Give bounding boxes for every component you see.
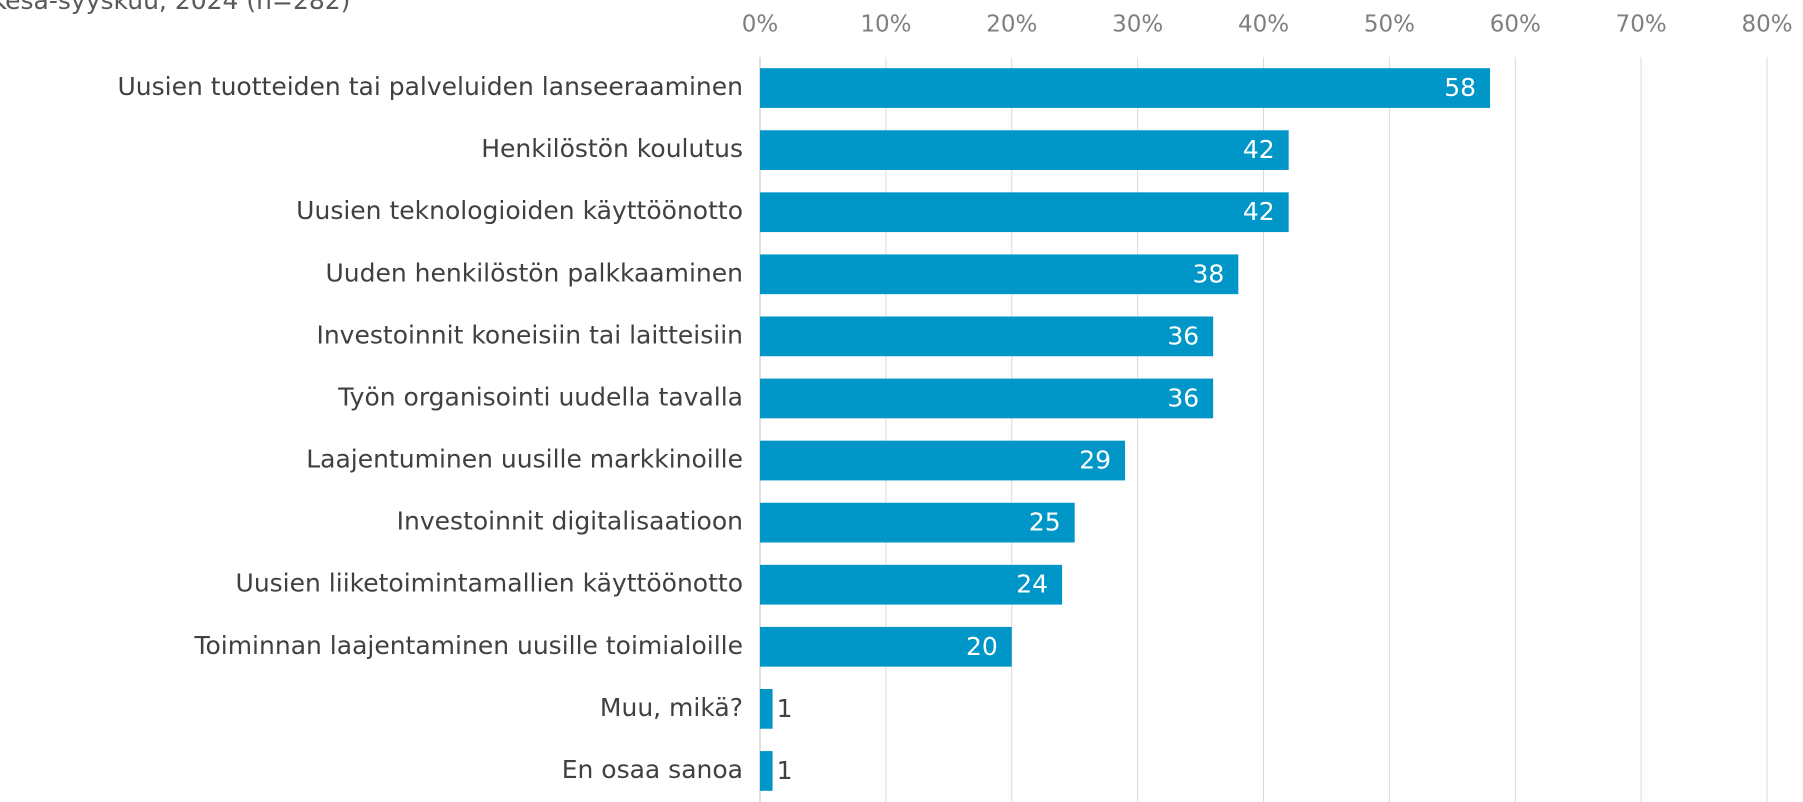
y-tick-label: Muu, mikä? <box>600 693 743 722</box>
bar <box>760 689 773 729</box>
y-tick-label: Uusien liiketoimintamallien käyttöönotto <box>236 569 743 598</box>
data-label: 25 <box>1029 508 1061 537</box>
x-tick-label: 20% <box>986 12 1037 38</box>
bar <box>760 192 1289 233</box>
data-label: 1 <box>777 756 793 785</box>
y-tick-label: Laajentuminen uusille markkinoille <box>306 445 743 474</box>
y-tick-label: Investoinnit koneisiin tai laitteisiin <box>316 320 743 349</box>
y-tick-label: Työn organisointi uudella tavalla <box>337 382 743 411</box>
x-tick-label: 0% <box>742 12 779 38</box>
x-tick-label: 40% <box>1238 12 1289 38</box>
data-label: 36 <box>1167 383 1199 412</box>
chart-subtitle: Kesä-syyskuu, 2024 (n=282) <box>0 0 350 15</box>
y-tick-label: Uusien tuotteiden tai palveluiden lansee… <box>118 72 744 101</box>
bar <box>760 68 1491 108</box>
bar <box>760 502 1075 543</box>
x-tick-label: 80% <box>1741 12 1792 38</box>
data-label: 20 <box>966 632 998 661</box>
data-label: 36 <box>1167 321 1199 350</box>
x-tick-label: 10% <box>860 12 911 38</box>
bar <box>760 316 1214 357</box>
bar <box>760 130 1289 170</box>
y-tick-label: Henkilöstön koulutus <box>481 134 743 163</box>
data-label: 42 <box>1243 135 1275 164</box>
bar <box>760 626 1012 667</box>
data-label: 58 <box>1444 73 1476 102</box>
bar <box>760 440 1126 481</box>
bar <box>760 751 773 791</box>
data-label: 38 <box>1193 259 1225 288</box>
data-label: 29 <box>1079 446 1111 475</box>
y-tick-label: Toiminnan laajentaminen uusille toimialo… <box>193 631 743 660</box>
y-tick-label: Uuden henkilöstön palkkaaminen <box>326 258 744 287</box>
bar <box>760 378 1214 419</box>
bar <box>760 254 1239 295</box>
y-tick-label: En osaa sanoa <box>562 755 743 784</box>
x-tick-label: 70% <box>1616 12 1667 38</box>
data-label: 1 <box>777 694 793 723</box>
bar <box>760 564 1063 605</box>
data-label: 24 <box>1016 570 1048 599</box>
x-tick-label: 50% <box>1364 12 1415 38</box>
y-tick-label: Investoinnit digitalisaatioon <box>397 507 743 536</box>
x-tick-label: 60% <box>1490 12 1541 38</box>
y-tick-label: Uusien teknologioiden käyttöönotto <box>296 196 743 225</box>
x-tick-label: 30% <box>1112 12 1163 38</box>
data-label: 42 <box>1243 197 1275 226</box>
